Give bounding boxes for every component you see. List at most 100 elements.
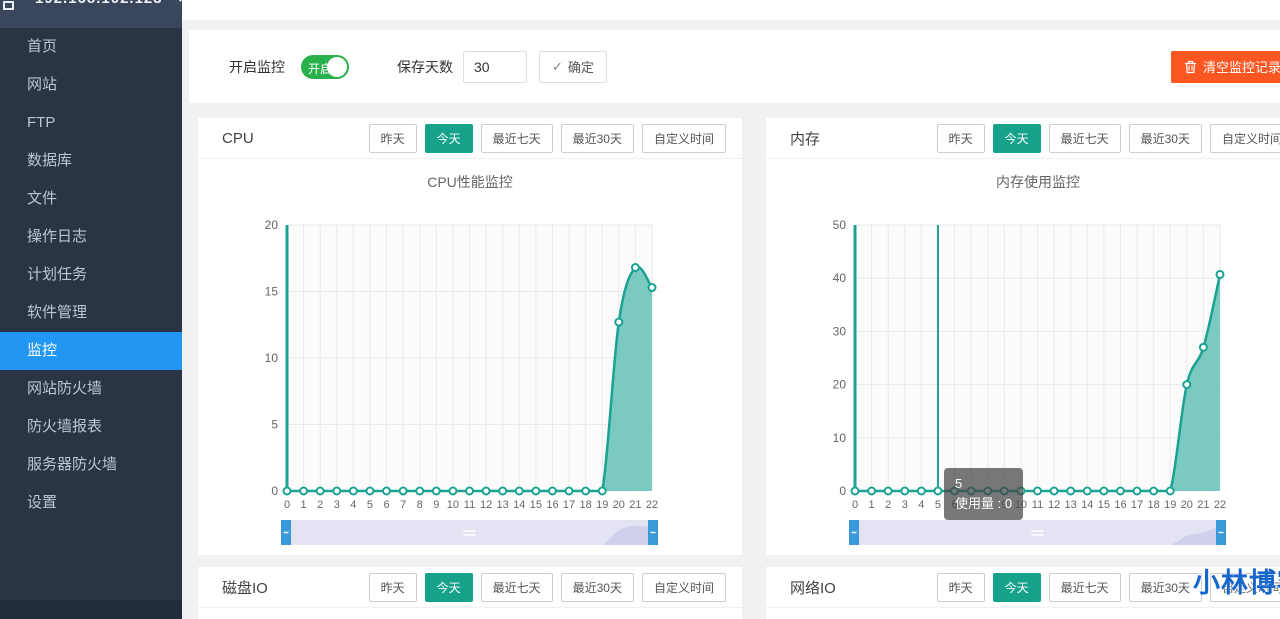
time-filter-button[interactable]: 最近30天 — [560, 123, 634, 153]
svg-text:5: 5 — [271, 418, 278, 432]
time-filter-button[interactable]: 昨天 — [368, 572, 417, 602]
time-filter-button[interactable]: 自定义时间 — [641, 123, 726, 153]
time-filter-button[interactable]: 自定义时间 — [641, 572, 726, 602]
cpu-time-filter: 昨天 今天 最近七天 最近30天 自定义时间 — [368, 123, 726, 153]
monitor-toggle[interactable]: 开启 — [301, 54, 349, 79]
sidebar-item-entry[interactable]: 服务器防火墙 — [27, 456, 118, 473]
time-filter-button[interactable]: 今天 — [424, 572, 473, 602]
network-io-panel: 网络IO 昨天 今天 最近七天 最近30天 自定义时间 — [766, 567, 1280, 619]
network-io-time-filter: 昨天 今天 最近七天 最近30天 自定义时间 — [936, 572, 1280, 602]
svg-text:13: 13 — [497, 499, 509, 511]
time-filter-button[interactable]: 最近七天 — [1048, 572, 1121, 602]
tooltip-hour: 5 — [955, 476, 963, 491]
time-filter-button[interactable]: 昨天 — [936, 123, 985, 153]
top-strip — [182, 0, 1280, 20]
toggle-knob — [327, 56, 347, 77]
save-days-label: 保存天数 — [397, 58, 453, 75]
svg-text:17: 17 — [563, 499, 575, 511]
monitor-control-bar: 开启监控 开启 保存天数 ✓ 确定 清空监控记录 — [189, 30, 1280, 103]
cpu-panel: CPU 昨天 今天 最近七天 最近30天 自定义时间 CPU性能监控 0 5 10 15 20 0… — [198, 118, 742, 555]
memory-chart: 0102030405001234567891011121314151617181… — [766, 206, 1280, 551]
svg-text:20: 20 — [613, 499, 625, 511]
svg-text:11: 11 — [1032, 499, 1043, 511]
svg-text:8: 8 — [417, 499, 423, 511]
time-filter-button[interactable]: 昨天 — [936, 572, 985, 602]
svg-text:4: 4 — [918, 499, 924, 511]
memory-chart-title: 内存使用监控 — [996, 174, 1080, 190]
disk-io-panel-title: 磁盘IO — [222, 579, 268, 597]
svg-text:40: 40 — [833, 271, 847, 285]
svg-text:0: 0 — [271, 484, 278, 498]
time-filter-button[interactable]: 最近七天 — [480, 572, 553, 602]
sidebar-item-entry[interactable]: 防火墙报表 — [27, 418, 103, 435]
svg-text:13: 13 — [1065, 499, 1077, 511]
svg-text:5: 5 — [367, 499, 373, 511]
sidebar-header: 192.168.102.123 · 小林 — [0, 0, 182, 28]
svg-text:18: 18 — [1148, 499, 1160, 511]
panel-logo-icon — [3, 1, 14, 10]
svg-text:1: 1 — [301, 499, 307, 511]
clear-monitor-records-button[interactable]: 清空监控记录 — [1170, 50, 1280, 83]
watermark: 小林博客 — [1193, 568, 1280, 598]
svg-text:7: 7 — [400, 499, 406, 511]
sidebar-item-active[interactable]: 监控 — [0, 332, 182, 370]
sidebar-item-entry[interactable]: 首页 — [27, 38, 58, 55]
sidebar-item-entry[interactable]: 软件管理 — [27, 304, 88, 321]
sidebar-item-entry[interactable]: 文件 — [27, 190, 58, 207]
sidebar-item-entry[interactable]: 操作日志 — [27, 228, 88, 245]
svg-text:20: 20 — [833, 378, 847, 392]
time-filter-button[interactable]: 今天 — [424, 123, 473, 153]
memory-panel: 内存 昨天 今天 最近七天 最近30天 自定义时间 内存使用监控 0 10 20 30 40 50… — [766, 118, 1280, 555]
time-filter-button[interactable]: 昨天 — [368, 123, 417, 153]
svg-text:22: 22 — [646, 499, 658, 511]
sidebar-item-entry[interactable]: 计划任务 — [27, 266, 88, 283]
time-filter-button[interactable]: 今天 — [992, 123, 1041, 153]
svg-text:3: 3 — [334, 499, 340, 511]
confirm-button[interactable]: ✓ 确定 — [539, 50, 607, 83]
svg-text:15: 15 — [265, 285, 279, 299]
svg-text:9: 9 — [433, 499, 439, 511]
clear-button-label: 清空监控记录 — [1202, 60, 1280, 75]
cpu-chart: 0 5 10 15 20 0 1 2 3 4 5 6 7 8 9 10 11 12 13 14 15 16 17 18 19 20… — [198, 206, 742, 551]
sidebar-item-entry[interactable]: FTP — [27, 114, 56, 131]
time-filter-button[interactable]: 最近七天 — [480, 123, 553, 153]
time-filter-button[interactable]: 最近七天 — [1048, 123, 1121, 153]
disk-io-time-filter: 昨天 今天 最近七天 最近30天 自定义时间 — [368, 572, 726, 602]
svg-text:30: 30 — [833, 324, 847, 338]
sidebar-footer — [0, 600, 182, 619]
svg-text:10: 10 — [265, 351, 279, 365]
time-filter-button[interactable]: 自定义时间 — [1209, 123, 1280, 153]
svg-text:3: 3 — [902, 499, 908, 511]
tooltip-value: 使用量 : 0 — [955, 496, 1013, 512]
sidebar-menu: 首页网站 FTP 数据库文件操作日志计划任务软件管理监控网站防火墙防火墙报表服务器防… — [0, 28, 182, 522]
trash-icon — [1184, 60, 1196, 73]
network-io-panel-header: 网络IO 昨天 今天 最近七天 最近30天 自定义时间 — [766, 567, 1280, 608]
sidebar-item-entry[interactable]: 网站 — [27, 76, 58, 93]
time-filter-button[interactable]: 最近30天 — [1128, 572, 1202, 602]
svg-text:6: 6 — [383, 499, 389, 511]
svg-text:2: 2 — [317, 499, 323, 511]
memory-time-filter: 昨天 今天 最近七天 最近30天 自定义时间 — [936, 123, 1280, 153]
svg-text:50: 50 — [833, 218, 847, 232]
sidebar-item-entry[interactable]: 网站防火墙 — [27, 380, 103, 397]
svg-text:0: 0 — [839, 484, 846, 498]
svg-text:1: 1 — [869, 499, 875, 511]
sidebar-item-entry[interactable]: 设置 — [27, 494, 58, 511]
svg-text:16: 16 — [546, 499, 558, 511]
monitor-toggle-label: 开启监控 — [229, 58, 285, 75]
chart-tooltip: 5 使用量 : 0 — [944, 468, 1024, 521]
sidebar-item-entry[interactable]: 数据库 — [27, 152, 73, 169]
svg-text:18: 18 — [580, 499, 592, 511]
time-filter-button[interactable]: 最近30天 — [1128, 123, 1202, 153]
time-filter-button[interactable]: 最近30天 — [560, 572, 634, 602]
time-filter-button[interactable]: 今天 — [992, 572, 1041, 602]
time-filter-button[interactable]: 自定义时间 — [1209, 572, 1280, 602]
svg-text:21: 21 — [629, 499, 641, 511]
svg-text:20: 20 — [1181, 499, 1193, 511]
svg-text:19: 19 — [1164, 499, 1176, 511]
svg-text:0: 0 — [852, 499, 858, 511]
svg-text:14: 14 — [1081, 499, 1093, 511]
svg-text:10: 10 — [833, 431, 847, 445]
save-days-input[interactable] — [463, 50, 527, 83]
